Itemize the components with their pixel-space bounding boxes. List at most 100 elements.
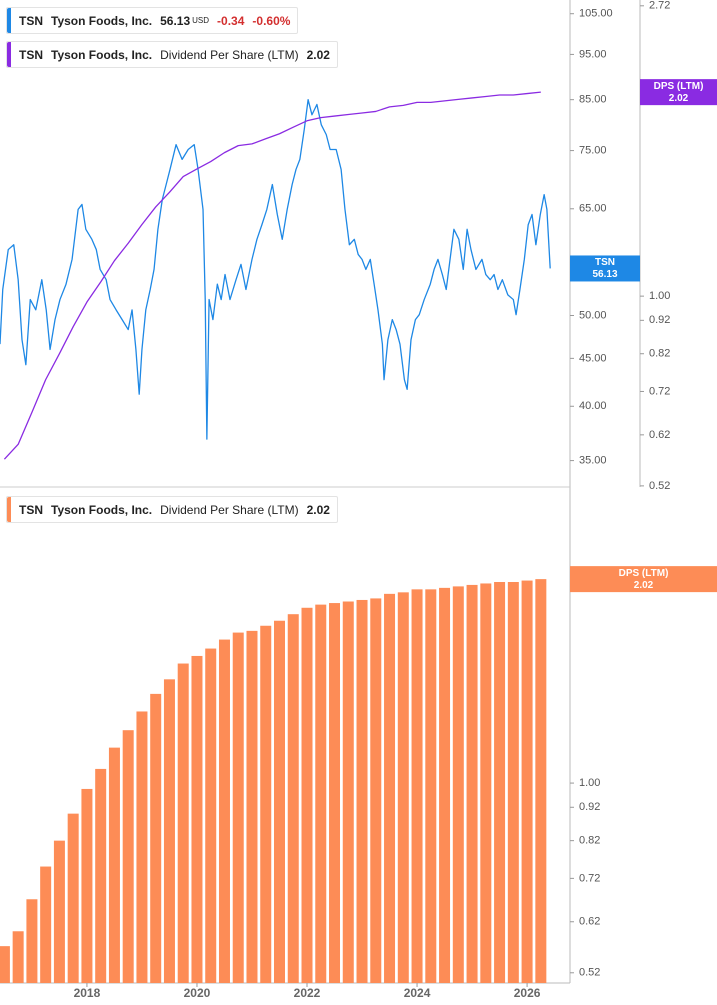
y-tick-label: 75.00: [579, 144, 607, 156]
badge-value: 2.02: [634, 580, 654, 591]
legend-ticker: TSN: [19, 13, 43, 28]
bar: [246, 630, 258, 983]
y2-tick-label: 1.00: [649, 290, 670, 302]
bar: [218, 639, 230, 983]
bar: [260, 625, 272, 983]
bar: [356, 599, 368, 983]
bar: [136, 711, 148, 983]
bar: [535, 579, 547, 983]
bar: [507, 582, 519, 983]
bar: [439, 587, 451, 983]
y2-tick-label: 0.82: [649, 348, 670, 360]
bar: [95, 768, 107, 983]
y2-tick-label: 0.62: [649, 429, 670, 441]
series-line: [0, 99, 551, 440]
badge-box: [570, 255, 640, 282]
bar: [150, 693, 162, 983]
bar: [163, 679, 175, 983]
y-tick-label: 95.00: [579, 48, 607, 60]
bar: [329, 603, 341, 983]
legend-currency: USD: [192, 16, 210, 25]
x-tick-label: 2020: [184, 986, 211, 1000]
legend-change-pct: -0.60%: [252, 13, 291, 28]
bar: [108, 747, 120, 983]
legend-swatch: [7, 8, 11, 33]
legend-company: Tyson Foods, Inc.: [51, 47, 153, 62]
badge-box: [570, 566, 717, 593]
bar: [287, 614, 299, 983]
legend-price: TSN Tyson Foods, Inc. 56.13 USD -0.34 -0…: [6, 7, 299, 34]
bar: [384, 593, 396, 983]
y-tick-label: 85.00: [579, 94, 607, 106]
legend-ticker: TSN: [19, 502, 43, 517]
legend-swatch: [7, 42, 11, 67]
legend-dps-bars: TSN Tyson Foods, Inc. Dividend Per Share…: [6, 496, 338, 523]
bar: [315, 604, 327, 983]
y-tick-label: 105.00: [579, 8, 613, 20]
y-tick-label: 40.00: [579, 400, 607, 412]
badge-value: 2.02: [669, 93, 689, 104]
bar: [205, 648, 217, 983]
badge-name: DPS (LTM): [619, 568, 669, 579]
bar: [67, 813, 79, 983]
legend-dps: TSN Tyson Foods, Inc. Dividend Per Share…: [6, 41, 338, 68]
y2-tick-label: 0.52: [649, 480, 670, 492]
bar: [191, 655, 203, 983]
legend-metric: Dividend Per Share (LTM): [160, 47, 299, 62]
legend-last: 2.02: [306, 47, 330, 62]
legend-metric: Dividend Per Share (LTM): [160, 502, 299, 517]
y2-tick-label: 0.72: [649, 385, 670, 397]
x-tick-label: 2022: [294, 986, 321, 1000]
bar: [273, 620, 285, 983]
legend-last: 56.13: [160, 13, 191, 28]
y-tick-label: 1.00: [579, 777, 600, 789]
y-tick-label: 65.00: [579, 203, 607, 215]
legend-ticker: TSN: [19, 47, 43, 62]
bar: [26, 899, 38, 983]
legend-change: -0.34: [217, 13, 245, 28]
bar: [12, 931, 24, 983]
y-tick-label: 0.52: [579, 967, 600, 979]
x-tick-label: 2024: [404, 986, 431, 1000]
badge-name: TSN: [595, 257, 615, 268]
x-tick-label: 2018: [74, 986, 101, 1000]
bar: [81, 788, 93, 983]
bar: [480, 583, 492, 983]
badge-value: 56.13: [592, 269, 617, 280]
bar: [466, 584, 478, 983]
legend-company: Tyson Foods, Inc.: [51, 13, 153, 28]
bar: [53, 840, 65, 983]
bar: [40, 866, 52, 983]
bar: [232, 632, 244, 983]
legend-swatch: [7, 497, 11, 522]
y-tick-label: 0.82: [579, 835, 600, 847]
value-badge: DPS (LTM)2.02: [640, 79, 717, 106]
y-tick-label: 0.72: [579, 872, 600, 884]
bar: [494, 582, 506, 983]
bar: [425, 589, 437, 983]
bar: [411, 589, 423, 983]
bar: [452, 586, 464, 983]
bar: [0, 946, 10, 983]
badge-name: DPS (LTM): [654, 81, 704, 92]
x-tick-label: 2026: [514, 986, 541, 1000]
bar: [521, 580, 533, 983]
value-badge: DPS (LTM)2.02: [570, 566, 717, 593]
legend-last: 2.02: [306, 502, 330, 517]
series-line: [3, 91, 541, 460]
y-tick-label: 0.62: [579, 916, 600, 928]
y-tick-label: 0.92: [579, 801, 600, 813]
y2-tick-label: 0.92: [649, 314, 670, 326]
y-tick-label: 35.00: [579, 454, 607, 466]
badge-box: [640, 79, 717, 106]
bar: [301, 607, 313, 983]
legend-company: Tyson Foods, Inc.: [51, 502, 153, 517]
bar: [177, 663, 189, 983]
y-tick-label: 45.00: [579, 352, 607, 364]
y-tick-label: 50.00: [579, 309, 607, 321]
bar: [342, 601, 354, 983]
bar: [370, 598, 382, 983]
